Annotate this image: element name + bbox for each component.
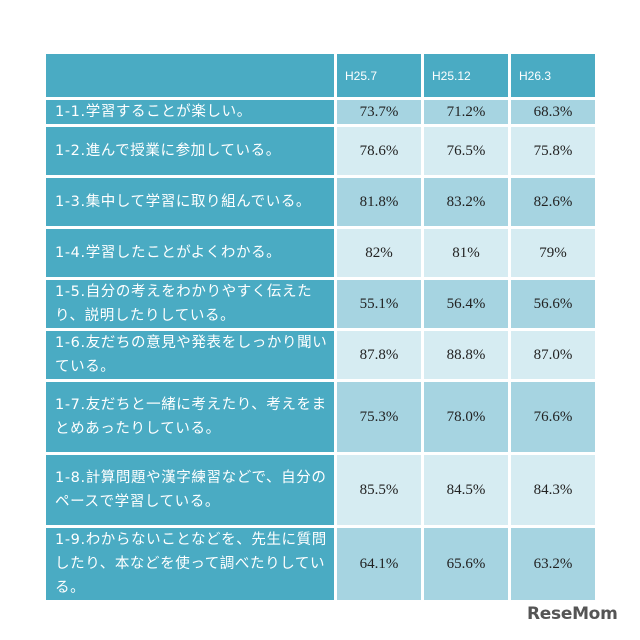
value-cell: 84.3% xyxy=(511,455,595,525)
column-header: H26.3 xyxy=(511,54,595,97)
row-label: 1-7.友だちと一緒に考えたり、考えをまとめあったりしている。 xyxy=(46,382,334,452)
value-cell: 82% xyxy=(337,229,421,277)
value-cell: 88.8% xyxy=(424,331,508,379)
survey-table: H25.7 H25.12 H26.3 1-1.学習することが楽しい。 73.7% 7… xyxy=(43,51,598,603)
column-header: H25.7 xyxy=(337,54,421,97)
value-cell: 71.2% xyxy=(424,100,508,124)
value-cell: 82.6% xyxy=(511,178,595,226)
value-cell: 73.7% xyxy=(337,100,421,124)
resemom-logo: ReseMom xyxy=(527,604,618,624)
value-cell: 87.8% xyxy=(337,331,421,379)
value-cell: 65.6% xyxy=(424,528,508,600)
table-row: 1-7.友だちと一緒に考えたり、考えをまとめあったりしている。 75.3% 78.0… xyxy=(46,382,595,452)
table-row: 1-4.学習したことがよくわかる。 82% 81% 79% xyxy=(46,229,595,277)
value-cell: 56.4% xyxy=(424,280,508,328)
value-cell: 81.8% xyxy=(337,178,421,226)
value-cell: 63.2% xyxy=(511,528,595,600)
value-cell: 81% xyxy=(424,229,508,277)
row-label: 1-4.学習したことがよくわかる。 xyxy=(46,229,334,277)
survey-table-container: H25.7 H25.12 H26.3 1-1.学習することが楽しい。 73.7% 7… xyxy=(46,54,601,600)
column-header: H25.12 xyxy=(424,54,508,97)
value-cell: 84.5% xyxy=(424,455,508,525)
value-cell: 79% xyxy=(511,229,595,277)
value-cell: 85.5% xyxy=(337,455,421,525)
row-label: 1-9.わからないことなどを、先生に質問したり、本などを使って調べたりしている。 xyxy=(46,528,334,600)
row-label: 1-3.集中して学習に取り組んでいる。 xyxy=(46,178,334,226)
table-row: 1-9.わからないことなどを、先生に質問したり、本などを使って調べたりしている。… xyxy=(46,528,595,600)
row-label: 1-1.学習することが楽しい。 xyxy=(46,100,334,124)
table-row: 1-8.計算問題や漢字練習などで、自分のペースで学習している。 85.5% 84.5… xyxy=(46,455,595,525)
value-cell: 56.6% xyxy=(511,280,595,328)
value-cell: 83.2% xyxy=(424,178,508,226)
value-cell: 78.0% xyxy=(424,382,508,452)
row-label: 1-6.友だちの意見や発表をしっかり聞いている。 xyxy=(46,331,334,379)
value-cell: 55.1% xyxy=(337,280,421,328)
table-row: 1-1.学習することが楽しい。 73.7% 71.2% 68.3% xyxy=(46,100,595,124)
table-row: 1-3.集中して学習に取り組んでいる。 81.8% 83.2% 82.6% xyxy=(46,178,595,226)
table-row: 1-5.自分の考えをわかりやすく伝えたり、説明したりしている。 55.1% 56.4… xyxy=(46,280,595,328)
row-label: 1-5.自分の考えをわかりやすく伝えたり、説明したりしている。 xyxy=(46,280,334,328)
table-row: 1-6.友だちの意見や発表をしっかり聞いている。 87.8% 88.8% 87.0% xyxy=(46,331,595,379)
row-label: 1-8.計算問題や漢字練習などで、自分のペースで学習している。 xyxy=(46,455,334,525)
value-cell: 75.3% xyxy=(337,382,421,452)
header-row: H25.7 H25.12 H26.3 xyxy=(46,54,595,97)
value-cell: 87.0% xyxy=(511,331,595,379)
value-cell: 76.6% xyxy=(511,382,595,452)
value-cell: 78.6% xyxy=(337,127,421,175)
row-label: 1-2.進んで授業に参加している。 xyxy=(46,127,334,175)
table-body: 1-1.学習することが楽しい。 73.7% 71.2% 68.3% 1-2.進んで授業に… xyxy=(46,100,595,600)
value-cell: 76.5% xyxy=(424,127,508,175)
value-cell: 75.8% xyxy=(511,127,595,175)
value-cell: 64.1% xyxy=(337,528,421,600)
value-cell: 68.3% xyxy=(511,100,595,124)
table-row: 1-2.進んで授業に参加している。 78.6% 76.5% 75.8% xyxy=(46,127,595,175)
header-blank-cell xyxy=(46,54,334,97)
